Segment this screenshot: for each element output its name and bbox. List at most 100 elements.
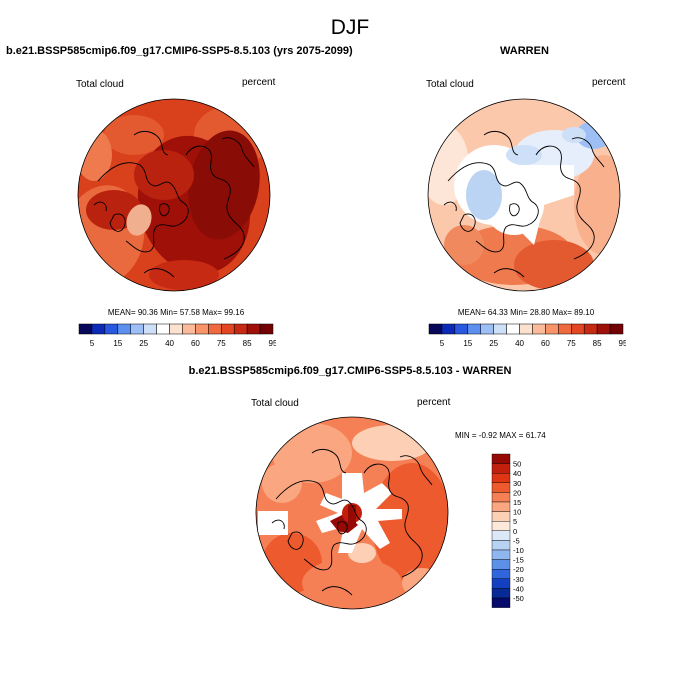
colorbar-box (156, 323, 170, 335)
map-field-region (444, 225, 484, 265)
coastline (321, 586, 353, 596)
colorbar-tick-label: -40 (513, 584, 524, 593)
colorbar-box (246, 323, 261, 335)
colorbar-tick-label: -50 (513, 594, 524, 603)
colorbar-tick-label: 10 (513, 508, 521, 517)
coastline (483, 130, 519, 156)
colorbar-tick-label: -30 (513, 575, 524, 584)
panel2-stats: MEAN= 64.33 Min= 28.80 Max= 89.10 (457, 308, 595, 317)
coastline (93, 201, 107, 212)
coastline (287, 531, 304, 550)
colorbar-box (491, 492, 511, 503)
colorbar-box (104, 323, 119, 335)
map-field-region (506, 145, 542, 165)
colorbar-tick-label: 60 (541, 339, 550, 348)
colorbar-tick-label: 95 (269, 339, 276, 348)
coastline (443, 201, 457, 212)
panel3-left-label: Total cloud (251, 398, 299, 409)
colorbar-tick-label: 5 (513, 517, 517, 526)
panel1-units-label: percent (242, 77, 276, 88)
map-field-region (348, 543, 376, 563)
colorbar-box (91, 323, 106, 335)
map-field-region (402, 568, 442, 598)
colorbar-box (491, 540, 511, 551)
coastline (159, 203, 170, 217)
panel3-units-label: percent (417, 397, 451, 408)
colorbar-box (491, 568, 511, 579)
colorbar-box (583, 323, 598, 335)
colorbar-box (441, 323, 456, 335)
missing-data-region (258, 511, 288, 535)
map-field-region (149, 260, 219, 290)
colorbar-box (221, 323, 235, 335)
panel2-left-label: Total cloud (426, 79, 474, 90)
coastline (275, 480, 367, 571)
coastline (143, 268, 175, 278)
colorbar-box (558, 323, 572, 335)
panel1-left-label: Total cloud (76, 79, 124, 90)
colorbar-tick-label: -20 (513, 565, 524, 574)
colorbar-box (491, 482, 511, 493)
colorbar-tick-label: -10 (513, 546, 524, 555)
map-field-region (352, 425, 432, 461)
colorbar-tick-label: 15 (113, 339, 122, 348)
colorbar-tick-label: 0 (513, 527, 517, 536)
colorbar-box (491, 597, 511, 608)
colorbar-box (493, 323, 507, 335)
map-boundary-circle (255, 416, 449, 610)
colorbar-box (491, 549, 511, 560)
colorbar-box (233, 323, 248, 335)
coastline (459, 213, 476, 232)
colorbar-box (454, 323, 469, 335)
colorbar-tick-label: 85 (593, 339, 602, 348)
colorbar-box (596, 323, 611, 335)
colorbar-tick-label: 5 (440, 339, 445, 348)
colorbar-box (491, 520, 511, 531)
colorbar-tick-label: 15 (463, 339, 472, 348)
colorbar-box (428, 323, 443, 335)
colorbar-box (491, 530, 511, 541)
colorbar-tick-label: 75 (567, 339, 576, 348)
colorbar-box (467, 323, 481, 335)
colorbar-tick-label: 30 (513, 479, 521, 488)
coastline (97, 162, 189, 253)
colorbar-tick-label: 40 (515, 339, 524, 348)
panel2-title: WARREN (500, 45, 549, 57)
colorbar-box (143, 323, 157, 335)
colorbar-box (506, 323, 520, 335)
colorbar-box (491, 473, 511, 484)
colorbar-box (491, 588, 511, 599)
colorbar-tick-label: 50 (513, 460, 521, 469)
colorbar-tick-label: -5 (513, 536, 520, 545)
map-field-region (126, 204, 152, 236)
colorbar-box (491, 511, 511, 522)
map-boundary-circle (427, 98, 621, 292)
colorbar-box (117, 323, 131, 335)
map-field-region (188, 130, 260, 240)
colorbar-tick-label: 25 (139, 339, 148, 348)
colorbar-box (609, 323, 624, 335)
panel3-title: b.e21.BSSP585cmip6.f09_g17.CMIP6-SSP5-8.… (188, 365, 512, 377)
coastline (271, 519, 285, 530)
coastline (447, 162, 539, 253)
colorbar-box (571, 323, 585, 335)
panel2-polar-map (427, 98, 621, 292)
map-field-region (562, 127, 586, 143)
map-field-region (466, 170, 502, 220)
colorbar-box (491, 501, 511, 512)
colorbar-tick-label: 20 (513, 488, 521, 497)
colorbar-tick-label: 60 (191, 339, 200, 348)
colorbar-tick-label: 40 (165, 339, 174, 348)
colorbar-box (169, 323, 183, 335)
map-field-region (302, 558, 402, 608)
panel1-colorbar: 5 15 25 40 60 75 85 95 (78, 323, 276, 348)
colorbar-box (532, 323, 546, 335)
map-boundary-circle (77, 98, 271, 292)
coastline (133, 130, 169, 156)
panel1-stats: MEAN= 90.36 Min= 57.58 Max= 99.16 (107, 308, 245, 317)
coastline (509, 203, 520, 217)
colorbar-tick-label: 75 (217, 339, 226, 348)
map-field-region (78, 129, 112, 181)
colorbar-tick-label: -15 (513, 556, 524, 565)
map-field-region (134, 150, 194, 200)
